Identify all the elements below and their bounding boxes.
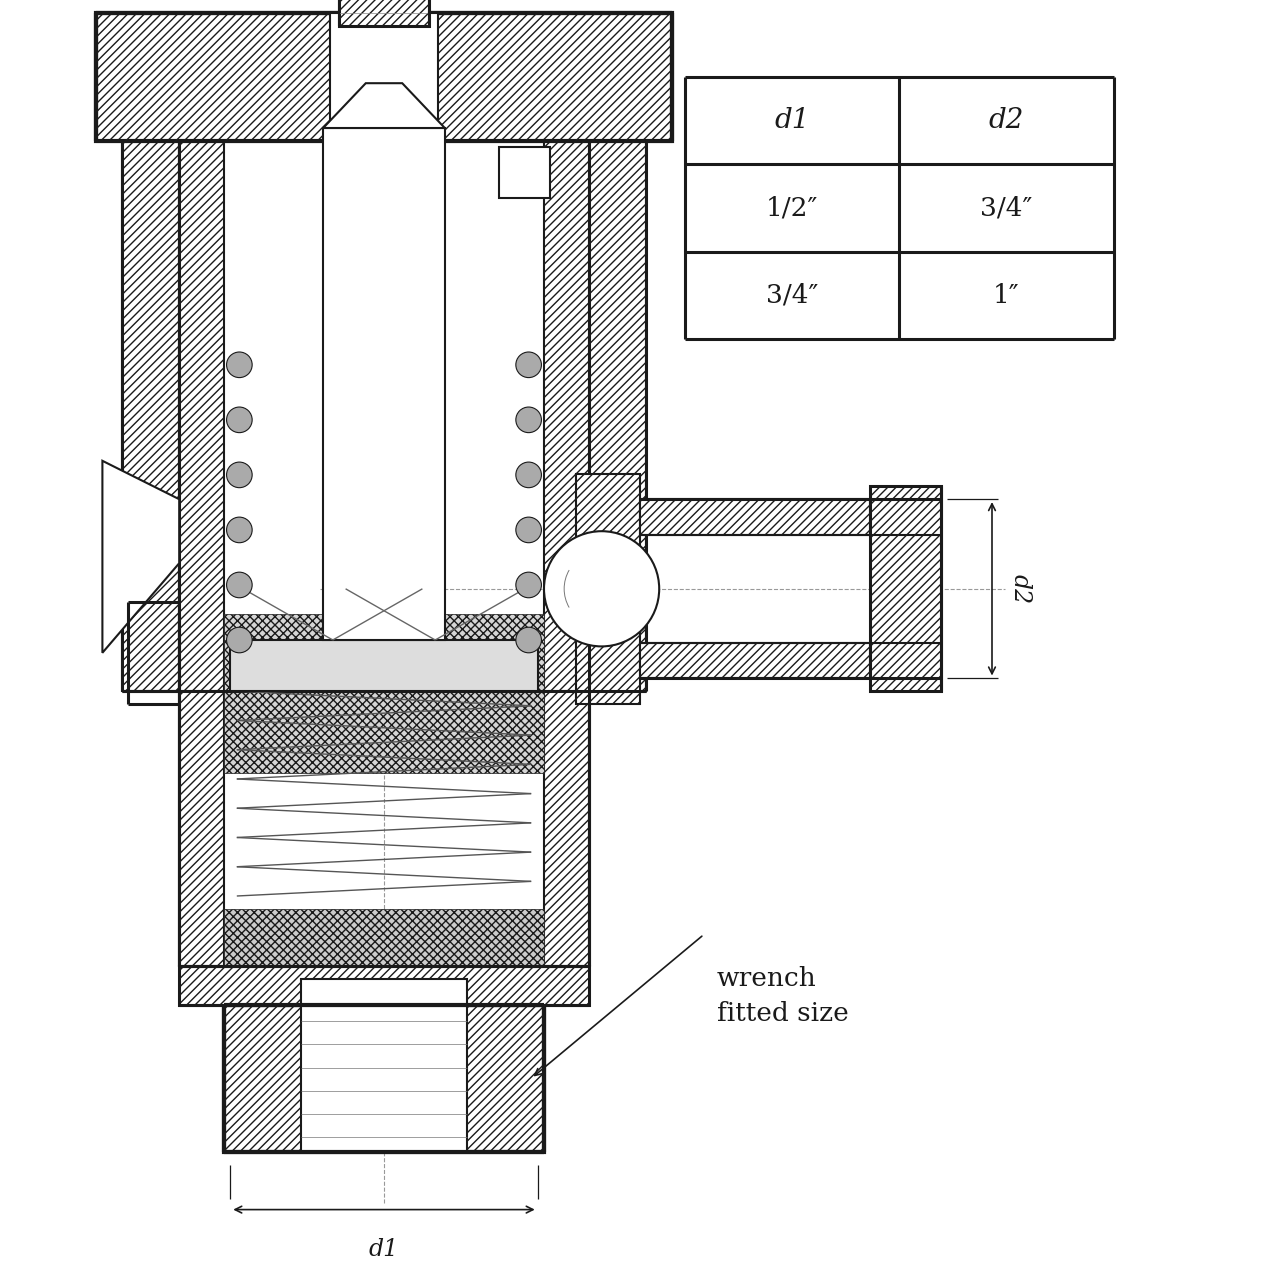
- Bar: [301, 979, 467, 1152]
- Bar: [230, 640, 538, 691]
- Polygon shape: [102, 461, 179, 653]
- Text: 1″: 1″: [993, 283, 1020, 308]
- Polygon shape: [640, 643, 870, 678]
- Circle shape: [544, 531, 659, 646]
- Circle shape: [516, 627, 541, 653]
- Circle shape: [516, 572, 541, 598]
- Text: d2: d2: [1009, 573, 1032, 604]
- Text: 1/2″: 1/2″: [765, 196, 818, 220]
- Polygon shape: [179, 966, 589, 1005]
- Bar: [499, 147, 550, 198]
- Text: d1: d1: [369, 1238, 399, 1261]
- Polygon shape: [640, 499, 870, 535]
- Polygon shape: [179, 614, 224, 966]
- Polygon shape: [224, 909, 544, 966]
- Text: 3/4″: 3/4″: [765, 283, 818, 308]
- Polygon shape: [870, 486, 941, 691]
- Circle shape: [227, 517, 252, 543]
- Polygon shape: [96, 13, 672, 141]
- Text: d2: d2: [988, 108, 1024, 134]
- Polygon shape: [576, 474, 640, 704]
- Polygon shape: [224, 614, 544, 773]
- Polygon shape: [224, 1005, 544, 1152]
- Text: d1: d1: [774, 108, 810, 134]
- Polygon shape: [339, 0, 429, 26]
- Circle shape: [516, 352, 541, 378]
- Bar: [330, 13, 439, 141]
- Circle shape: [227, 352, 252, 378]
- Polygon shape: [324, 83, 445, 128]
- Polygon shape: [179, 141, 224, 691]
- Circle shape: [227, 572, 252, 598]
- Circle shape: [516, 407, 541, 433]
- Circle shape: [516, 462, 541, 488]
- Polygon shape: [589, 141, 646, 691]
- Bar: [324, 128, 445, 640]
- Polygon shape: [122, 141, 179, 691]
- Text: wrench
fitted size: wrench fitted size: [717, 966, 849, 1027]
- Circle shape: [516, 517, 541, 543]
- Text: 3/4″: 3/4″: [980, 196, 1033, 220]
- Polygon shape: [544, 141, 589, 691]
- Circle shape: [227, 407, 252, 433]
- Polygon shape: [544, 614, 589, 966]
- Circle shape: [227, 462, 252, 488]
- Circle shape: [227, 627, 252, 653]
